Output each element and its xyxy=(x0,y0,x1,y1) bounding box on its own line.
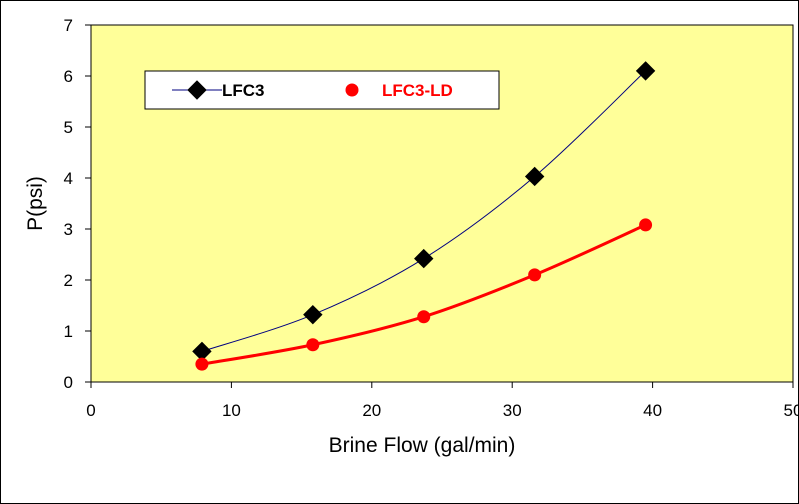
circle-marker xyxy=(306,338,320,352)
circle-marker xyxy=(639,218,653,232)
x-tick-label: 40 xyxy=(643,401,662,420)
circle-marker xyxy=(528,268,542,282)
y-tick-label: 4 xyxy=(64,169,73,188)
circle-marker xyxy=(417,310,431,324)
y-tick-label: 2 xyxy=(64,271,73,290)
series-lfc3 xyxy=(192,61,656,362)
x-tick-label: 10 xyxy=(222,401,241,420)
circle-marker xyxy=(195,357,209,371)
y-axis-title: P(psi) xyxy=(24,176,47,231)
diamond-marker xyxy=(524,166,545,187)
legend: LFC3 LFC3-LD xyxy=(144,70,500,110)
x-axis-ticks: 0 10 20 30 40 50 xyxy=(86,382,799,420)
y-tick-label: 0 xyxy=(64,373,73,392)
x-tick-label: 20 xyxy=(362,401,381,420)
diamond-marker xyxy=(414,248,434,269)
diamond-marker xyxy=(303,304,323,325)
legend-label: LFC3-LD xyxy=(382,81,453,100)
x-tick-label: 50 xyxy=(784,401,799,420)
y-tick-label: 3 xyxy=(64,220,73,239)
series-lfc3-ld xyxy=(195,218,653,371)
diamond-marker xyxy=(635,61,656,81)
y-tick-label: 6 xyxy=(64,67,73,86)
x-tick-label: 0 xyxy=(86,401,95,420)
y-tick-label: 1 xyxy=(64,322,73,341)
legend-diamond-icon xyxy=(187,80,207,100)
x-axis-title: Brine Flow (gal/min) xyxy=(329,434,516,457)
y-tick-label: 7 xyxy=(64,16,73,35)
y-tick-label: 5 xyxy=(64,118,73,137)
legend-circle-icon xyxy=(345,83,359,97)
y-axis-ticks: 0 1 2 3 4 5 6 7 xyxy=(64,16,91,392)
legend-item-lfc3: LFC3 xyxy=(172,80,265,100)
legend-item-lfc3-ld: LFC3-LD xyxy=(345,81,453,100)
x-tick-label: 30 xyxy=(503,401,522,420)
series-layer xyxy=(192,61,656,371)
legend-label: LFC3 xyxy=(222,81,265,100)
